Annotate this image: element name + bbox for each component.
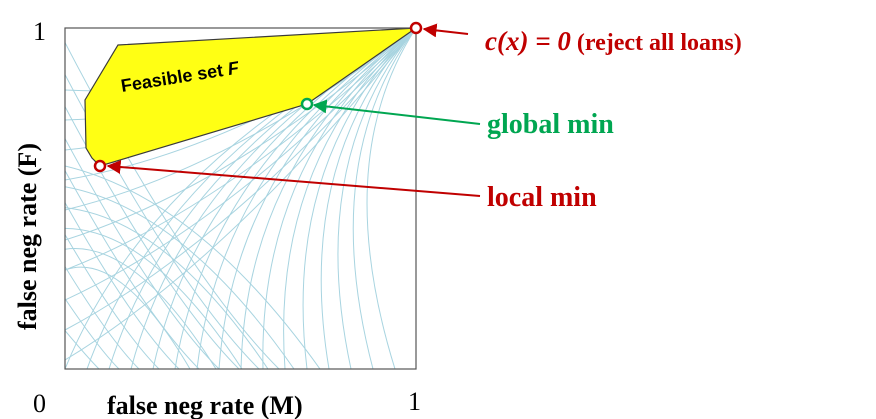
plot-frame xyxy=(64,27,417,370)
contour-line xyxy=(65,248,217,369)
contour-line xyxy=(366,28,416,369)
y-max-tick-label: 1 xyxy=(33,17,46,46)
contour-line xyxy=(65,138,220,369)
contour-line xyxy=(352,28,416,369)
local-min-label: local min xyxy=(487,182,597,213)
contour-line xyxy=(65,165,321,369)
reject-all-label: c(x) = 0 (reject all loans) xyxy=(485,26,742,56)
contour-line xyxy=(65,202,180,369)
contour-line xyxy=(65,330,100,369)
local-min-point xyxy=(93,159,107,173)
x-max-tick-label: 1 xyxy=(408,387,421,416)
contour-line xyxy=(240,28,416,369)
contour-line xyxy=(65,28,416,271)
contour-line xyxy=(65,298,120,369)
x-axis-label: false neg rate (M) xyxy=(107,391,303,419)
contour-line xyxy=(337,28,416,369)
contour-line xyxy=(65,266,191,369)
contour-line xyxy=(65,170,200,369)
contour-line xyxy=(65,28,416,361)
contour-line xyxy=(65,28,416,301)
contour-line xyxy=(65,28,416,331)
origin-tick-label: 0 xyxy=(33,389,46,418)
reject-all-arrow xyxy=(422,23,469,38)
global-min-arrow xyxy=(312,99,481,125)
contour-line xyxy=(65,266,140,369)
contour-line xyxy=(65,234,160,369)
contour-line xyxy=(65,186,295,369)
global-min-label: global min xyxy=(487,109,614,140)
y-axis-label: false neg rate (F) xyxy=(13,143,42,330)
contour-line xyxy=(65,227,243,369)
global-min-point xyxy=(300,97,314,111)
contour-line xyxy=(65,207,269,369)
local-min-arrow xyxy=(106,160,481,197)
contour-line xyxy=(65,28,416,211)
reject-all-point xyxy=(409,21,423,35)
contour-line xyxy=(65,28,416,241)
